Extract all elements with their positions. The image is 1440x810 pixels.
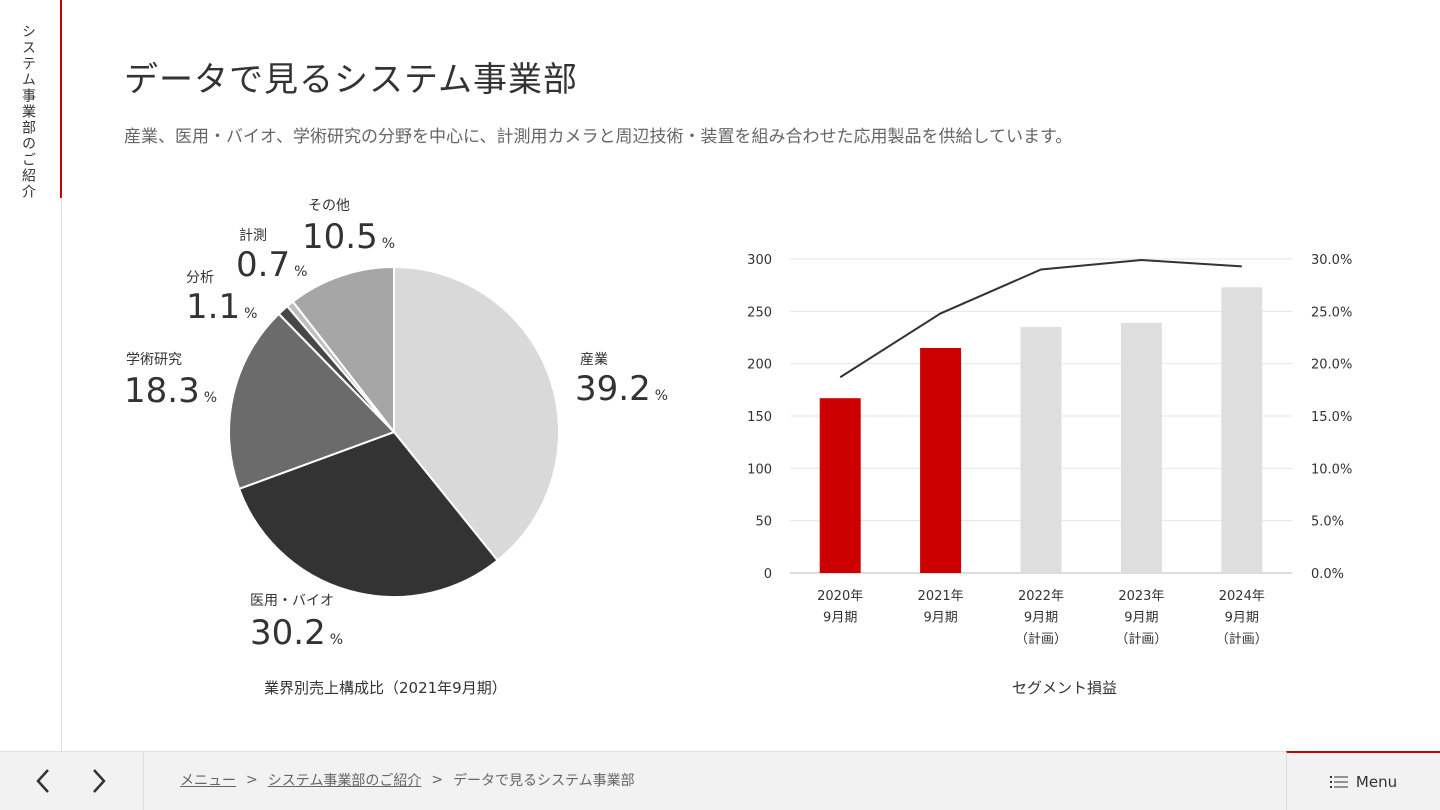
x-tick-label: （計画） bbox=[1216, 631, 1268, 647]
y-left-tick-label: 300 bbox=[747, 253, 772, 268]
bar bbox=[1221, 287, 1263, 573]
next-page-button[interactable] bbox=[84, 766, 114, 796]
footer-divider bbox=[143, 752, 144, 810]
pie-slice bbox=[291, 265, 395, 435]
page-description: 産業、医用・バイオ、学術研究の分野を中心に、計測用カメラと周辺技術・装置を組み合… bbox=[124, 127, 1073, 147]
x-tick-label: 9月期 bbox=[1225, 611, 1259, 626]
x-tick-label: 9月期 bbox=[1024, 611, 1058, 626]
y-right-tick-label: 0.0% bbox=[1311, 567, 1344, 582]
pie-chart-title: 業界別売上構成比（2021年9月期） bbox=[264, 679, 507, 697]
y-left-tick-label: 150 bbox=[747, 410, 772, 425]
bar bbox=[920, 347, 962, 573]
breadcrumb-separator: > bbox=[246, 772, 258, 788]
chevron-right-icon bbox=[93, 769, 106, 793]
y-right-tick-label: 5.0% bbox=[1311, 515, 1344, 530]
prev-page-button[interactable] bbox=[28, 766, 58, 796]
x-tick-label: （計画） bbox=[1115, 631, 1167, 647]
breadcrumb: メニュー > システム事業部のご紹介 > データで見るシステム事業部 bbox=[180, 770, 635, 790]
ratio-line bbox=[839, 259, 1242, 379]
pie-slice-label: 分析 bbox=[186, 270, 214, 286]
pie-slice-value: 18.3% bbox=[124, 371, 217, 411]
menu-button[interactable]: Menu bbox=[1286, 751, 1440, 810]
x-tick-label: 2021年 bbox=[918, 589, 964, 604]
pie-slice-label: 医用・バイオ bbox=[250, 593, 334, 609]
y-right-tick-label: 25.0% bbox=[1311, 305, 1352, 320]
pie-slice bbox=[228, 312, 396, 491]
side-rail: システム事業部のご紹介 bbox=[0, 0, 62, 751]
pie-slice-value: 39.2% bbox=[575, 369, 668, 409]
section-title: システム事業部のご紹介 bbox=[20, 24, 36, 200]
x-tick-label: 2023年 bbox=[1118, 589, 1164, 604]
pie-slice-value: 0.7% bbox=[236, 245, 307, 285]
x-tick-label: 9月期 bbox=[823, 611, 857, 626]
pie-slice-label: 計測 bbox=[239, 228, 267, 244]
breadcrumb-separator: > bbox=[431, 772, 444, 788]
x-tick-label: 2022年 bbox=[1018, 589, 1064, 604]
y-left-tick-label: 50 bbox=[755, 515, 772, 530]
pie-slice-label: その他 bbox=[308, 198, 350, 214]
breadcrumb-link-division[interactable]: システム事業部のご紹介 bbox=[267, 773, 422, 789]
menu-label: Menu bbox=[1355, 773, 1398, 791]
bar-chart-title: セグメント損益 bbox=[1012, 679, 1118, 697]
y-left-tick-label: 0 bbox=[764, 567, 772, 582]
pie-slice-value: 10.5% bbox=[302, 217, 395, 257]
x-tick-label: 2024年 bbox=[1219, 589, 1265, 604]
y-right-tick-label: 20.0% bbox=[1311, 358, 1352, 373]
x-tick-label: 9月期 bbox=[1124, 611, 1158, 626]
breadcrumb-link-menu[interactable]: メニュー bbox=[180, 773, 236, 789]
pie-slice bbox=[237, 430, 499, 598]
side-rail-accent bbox=[60, 0, 62, 198]
chevron-left-icon bbox=[36, 769, 49, 793]
pie-slice-value: 30.2% bbox=[250, 613, 343, 653]
x-tick-label: 2020年 bbox=[817, 589, 863, 604]
bar bbox=[819, 398, 861, 573]
breadcrumb-current: データで見るシステム事業部 bbox=[453, 773, 635, 789]
pie-slice-label: 産業 bbox=[580, 352, 608, 368]
y-right-tick-label: 30.0% bbox=[1311, 253, 1352, 268]
y-left-tick-label: 100 bbox=[747, 462, 772, 477]
bar bbox=[1020, 327, 1062, 573]
pie-slice-label: 学術研究 bbox=[126, 352, 182, 368]
y-left-tick-label: 200 bbox=[747, 358, 772, 373]
x-tick-label: 9月期 bbox=[923, 611, 957, 626]
y-right-tick-label: 10.0% bbox=[1311, 462, 1352, 477]
pie-slice bbox=[393, 265, 560, 562]
x-tick-label: （計画） bbox=[1015, 631, 1067, 647]
bar-chart: 0 50 100 150 200 250 300 0.0% 5.0% 10.0% 15.0% 20.0… bbox=[747, 253, 1352, 647]
pie-slice-value: 1.1% bbox=[186, 287, 257, 327]
bar bbox=[1120, 322, 1162, 573]
y-left-tick-label: 250 bbox=[747, 305, 772, 320]
footer-bar: メニュー > システム事業部のご紹介 > データで見るシステム事業部 Menu bbox=[0, 751, 1440, 810]
y-right-tick-label: 15.0% bbox=[1311, 410, 1352, 425]
list-icon bbox=[1329, 776, 1348, 788]
page-title: データで見るシステム事業部 bbox=[124, 60, 578, 100]
